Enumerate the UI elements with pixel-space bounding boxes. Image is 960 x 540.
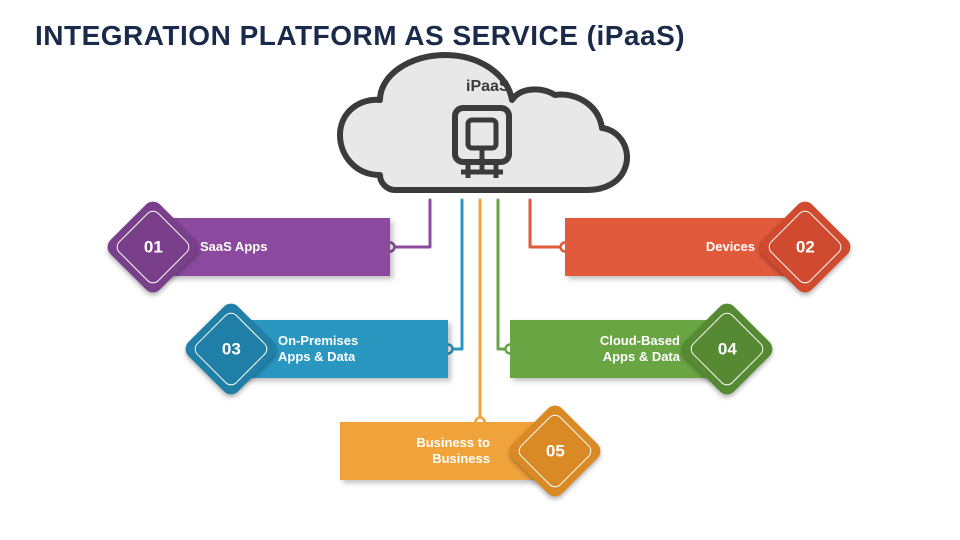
item-label: Cloud-BasedApps & Data: [600, 333, 680, 366]
item-number: 03: [222, 339, 241, 359]
connector-01: [390, 200, 430, 247]
item-label: Business toBusiness: [416, 435, 490, 468]
connector-02: [530, 200, 565, 247]
item-label: On-PremisesApps & Data: [278, 333, 358, 366]
item-number: 04: [718, 339, 737, 359]
item-label: SaaS Apps: [200, 239, 267, 255]
item-number: 01: [144, 237, 163, 257]
item-number: 05: [546, 441, 565, 461]
cloud-label: iPaaS: [466, 78, 510, 96]
item-label: Devices: [706, 239, 755, 255]
connector-04: [498, 200, 510, 349]
connector-03: [448, 200, 462, 349]
item-number: 02: [796, 237, 815, 257]
